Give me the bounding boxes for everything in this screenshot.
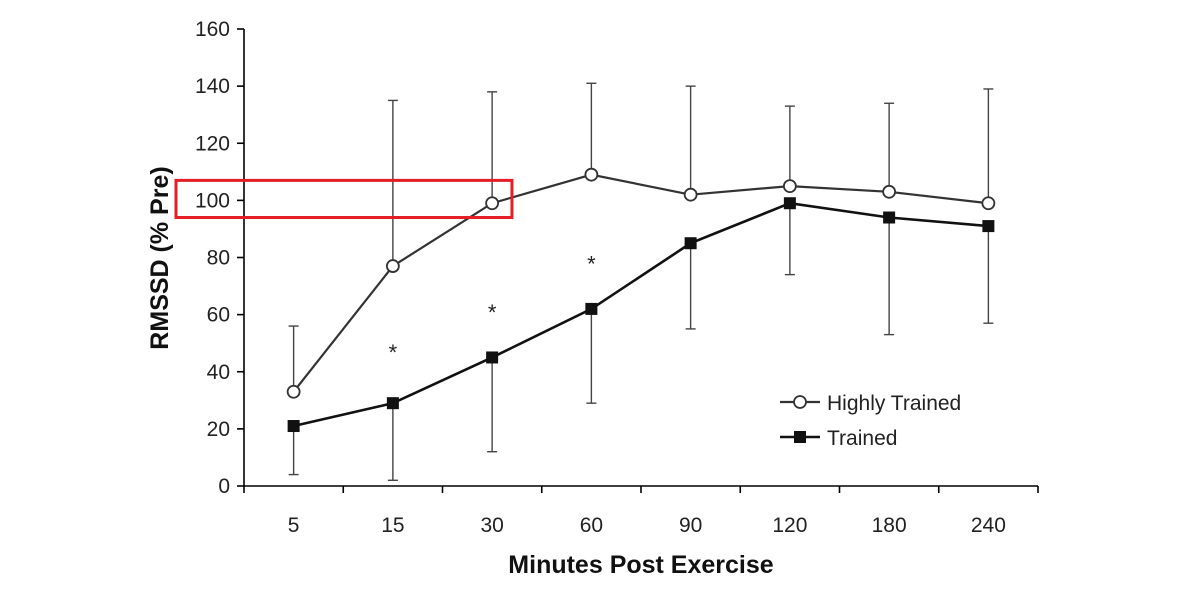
error-bars <box>288 82 994 481</box>
significance-asterisk-60: * <box>587 251 596 276</box>
marker-trained-120 <box>783 197 796 210</box>
annotations: * * * <box>389 251 597 365</box>
x-axis-title: Minutes Post Exercise <box>508 551 773 579</box>
y-axis-title: RMSSD (% Pre) <box>146 166 174 349</box>
marker-highly-trained-90 <box>683 187 698 202</box>
highlight-box-group <box>174 178 514 220</box>
marker-highly-trained-120 <box>782 179 797 193</box>
x-tick-label-60: 60 <box>580 514 603 537</box>
x-tick-label-120: 120 <box>772 514 807 537</box>
significance-asterisk-15: * <box>389 340 398 365</box>
y-tick-label-140: 140 <box>195 75 230 98</box>
legend: Highly Trained Trained <box>780 392 961 450</box>
x-tick-label-90: 90 <box>679 514 702 537</box>
marker-trained-60 <box>585 302 598 315</box>
y-tick-label-160: 160 <box>195 18 230 41</box>
axes: 0 20 40 60 80 100 120 140 160 5 15 30 60 90 120 180 240 <box>195 18 1039 537</box>
marker-trained-90 <box>684 237 697 250</box>
y-tick-label-60: 60 <box>207 304 230 327</box>
marker-trained-180 <box>883 211 896 224</box>
marker-trained-5 <box>287 420 300 433</box>
marker-highly-trained-15 <box>385 259 400 273</box>
y-tick-label-100: 100 <box>195 189 230 212</box>
legend-marker-highly-trained <box>793 395 807 409</box>
marker-highly-trained-180 <box>882 184 897 199</box>
y-tick-label-20: 20 <box>207 418 230 441</box>
marker-trained-240 <box>982 220 995 233</box>
series-lines <box>292 173 989 428</box>
marker-highly-trained-30 <box>485 196 500 211</box>
markers <box>286 167 996 433</box>
marker-trained-15 <box>386 397 399 410</box>
marker-highly-trained-240 <box>981 196 996 211</box>
x-tick-label-30: 30 <box>480 514 503 537</box>
highlight-box <box>174 178 514 220</box>
marker-highly-trained-5 <box>286 384 301 399</box>
x-tick-label-240: 240 <box>971 514 1006 537</box>
significance-asterisk-30: * <box>488 300 497 325</box>
y-tick-label-120: 120 <box>195 132 230 155</box>
y-tick-label-0: 0 <box>218 475 230 498</box>
x-tick-label-5: 5 <box>288 514 300 537</box>
legend-label-highly-trained: Highly Trained <box>827 392 961 415</box>
y-tick-label-40: 40 <box>207 361 230 384</box>
marker-highly-trained-60 <box>584 167 599 182</box>
marker-trained-30 <box>486 351 499 364</box>
x-tick-label-180: 180 <box>872 514 907 537</box>
legend-label-trained: Trained <box>827 427 897 450</box>
x-tick-label-15: 15 <box>381 514 404 537</box>
y-tick-label-80: 80 <box>207 247 230 270</box>
series-line-highly-trained <box>292 173 989 393</box>
series-line-trained <box>293 201 989 428</box>
legend-marker-trained <box>794 431 806 443</box>
